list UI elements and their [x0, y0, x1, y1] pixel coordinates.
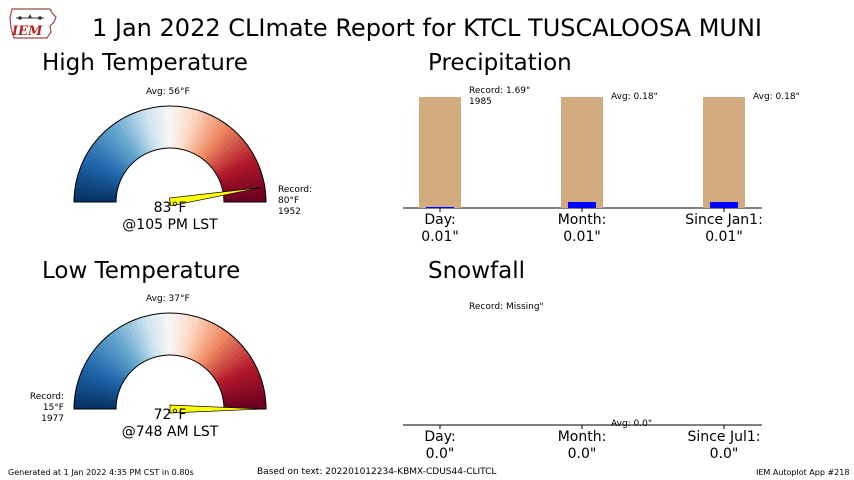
footer-generated: Generated at 1 Jan 2022 4:35 PM CST in 0…: [8, 468, 194, 477]
low-needle: [169, 404, 263, 414]
precip-tick-since: Since Jan1: 0.01": [664, 212, 784, 246]
snow-tick-since: Since Jul1: 0.0": [664, 429, 784, 463]
precip-reference-bar: [419, 97, 461, 208]
precip-cat-day: Day:: [424, 212, 456, 228]
snow-avg-label: Avg: 0.0": [611, 419, 653, 429]
logo-text: IEM: [12, 24, 43, 39]
snow-cat-since: Since Jul1:: [687, 429, 761, 445]
snow-cat-day: Day:: [424, 429, 456, 445]
precip-observed-bar: [710, 202, 738, 208]
snow-tick-month: Month: 0.0": [522, 429, 642, 463]
precip-month-avg-label: Avg: 0.18": [611, 92, 658, 102]
precip-reference-bar: [703, 97, 745, 208]
precip-tick-day: Day: 0.01": [380, 212, 500, 246]
snow-tick-day: Day: 0.0": [380, 429, 500, 463]
precip-tick-month: Month: 0.01": [522, 212, 642, 246]
precip-cat-month: Month:: [557, 212, 607, 228]
low-time-label: @748 AM LST: [121, 424, 219, 440]
iowa-state-outline-icon: [9, 8, 57, 39]
low-record-label: Record: 15°F 1977: [18, 392, 64, 425]
snow-val-day: 0.0": [425, 446, 455, 462]
high-temp-title: High Temperature: [42, 50, 248, 76]
precip-val-since: 0.01": [705, 229, 743, 245]
footer-app: IEM Autoplot App #218: [756, 468, 850, 477]
iem-logo[interactable]: IEM: [6, 6, 58, 42]
snow-cat-month: Month:: [557, 429, 607, 445]
high-record-line-3: 1952: [278, 207, 301, 217]
precip-reference-bar: [561, 97, 603, 208]
snow-title: Snowfall: [428, 258, 526, 284]
footer-source: Based on text: 202201012234-KBMX-CDUS44-…: [257, 467, 497, 477]
precip-val-day: 0.01": [421, 229, 459, 245]
high-gauge-outline: [73, 105, 267, 203]
low-gauge-outline: [73, 312, 267, 410]
precip-record-year: 1985: [469, 97, 492, 107]
low-record-line-1: Record:: [29, 392, 64, 402]
high-record-label: Record: 80°F 1952: [278, 185, 312, 218]
precip-observed-bar: [568, 202, 596, 208]
high-record-line-1: Record:: [278, 185, 313, 195]
precip-cat-since: Since Jan1:: [685, 212, 763, 228]
high-needle: [168, 187, 261, 207]
high-avg-label: Avg: 56°F: [146, 87, 190, 97]
low-record-line-3: 1977: [41, 414, 64, 424]
low-value-label: 72°F: [153, 407, 187, 423]
high-value-label: 83°F: [153, 200, 187, 216]
high-record-line-2: 80°F: [278, 196, 300, 206]
low-temp-title: Low Temperature: [42, 258, 241, 284]
precip-observed-bar: [426, 207, 454, 208]
snow-val-since: 0.0": [709, 446, 739, 462]
precip-val-month: 0.01": [563, 229, 601, 245]
low-avg-label: Avg: 37°F: [146, 294, 190, 304]
snow-record-label: Record: Missing": [469, 302, 544, 312]
precip-record-value: Record: 1.69": [469, 86, 531, 96]
high-time-label: @105 PM LST: [122, 217, 218, 233]
precip-record-label: Record: 1.69" 1985: [469, 86, 530, 108]
snow-val-month: 0.0": [567, 446, 597, 462]
low-record-line-2: 15°F: [42, 403, 64, 413]
precip-since-avg-label: Avg: 0.18": [753, 92, 800, 102]
chart-title: 1 Jan 2022 CLImate Report for KTCL TUSCA…: [92, 14, 762, 42]
precip-title: Precipitation: [428, 50, 572, 76]
